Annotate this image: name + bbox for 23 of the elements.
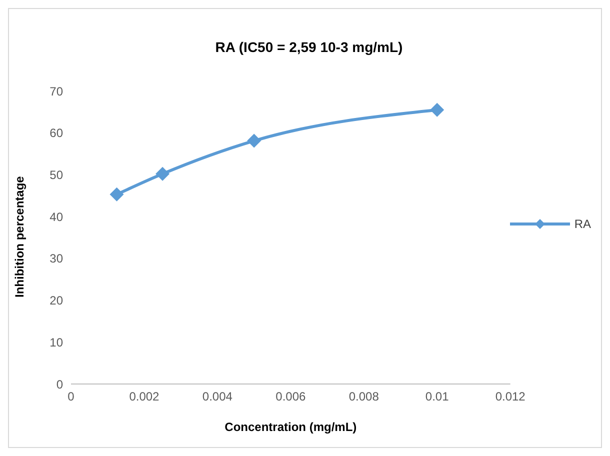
x-tick-label: 0.008	[348, 390, 380, 404]
y-tick-label: 40	[50, 210, 64, 224]
x-tick-label: 0.006	[276, 390, 306, 404]
point	[247, 134, 262, 148]
y-tick-label: 30	[50, 252, 64, 266]
point	[156, 166, 170, 181]
x-tick-label: 0	[68, 390, 75, 404]
x-tick-label: 0.01	[425, 390, 450, 404]
point	[110, 187, 124, 202]
x-tick-label: 0.004	[202, 390, 233, 404]
x-tick-label: 0.012	[495, 390, 526, 404]
y-tick-label: 10	[50, 335, 64, 350]
text: RA	[574, 217, 591, 231]
x-tick-label: 0.002	[129, 390, 160, 404]
x-axis-title: Concentration (mg/mL)	[224, 420, 357, 434]
y-axis-title: Inhibition percentage	[12, 176, 26, 298]
y-tick-label: 70	[50, 84, 64, 98]
y-tick-label: 60	[50, 126, 64, 140]
y-tick-label: 20	[50, 294, 64, 308]
y-tick-label: 0	[56, 377, 64, 392]
chart-title: RA (IC50 = 2,59 10-3 mg/mL)	[214, 39, 404, 55]
y-tick-label: 50	[50, 168, 64, 182]
point	[430, 102, 444, 117]
